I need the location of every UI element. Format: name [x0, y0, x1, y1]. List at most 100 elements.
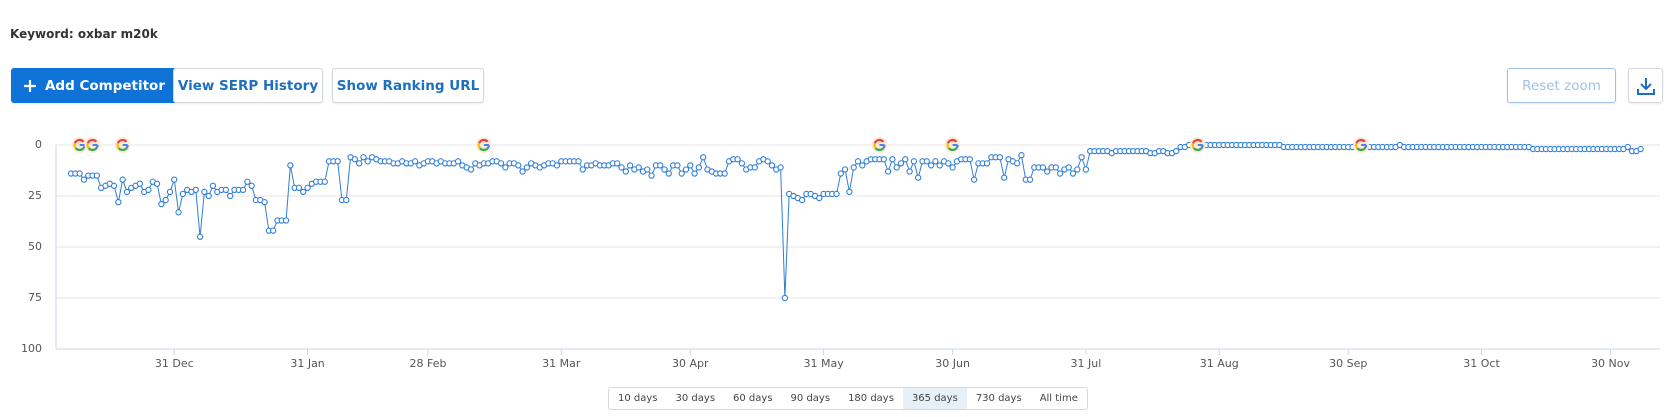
- x-tick-label: 30 Sep: [1329, 357, 1367, 370]
- rank-point: [798, 196, 806, 204]
- icon-part: [1191, 142, 1195, 149]
- x-tick-label: 31 Dec: [155, 357, 194, 370]
- rank-point: [846, 188, 853, 196]
- rank-point: [343, 196, 350, 204]
- rank-point: [889, 156, 896, 163]
- rank-point: [1026, 176, 1034, 183]
- rank-point: [906, 168, 913, 175]
- y-tick-label: 25: [28, 189, 42, 202]
- rank-point: [295, 184, 303, 191]
- rank-point: [1044, 168, 1051, 175]
- rank-point: [93, 172, 101, 179]
- x-tick-label: 30 Nov: [1591, 357, 1630, 370]
- rank-point: [635, 164, 642, 171]
- rank-point: [781, 294, 789, 302]
- rank-point: [261, 198, 268, 206]
- icon-part: [486, 144, 490, 149]
- rank-point: [80, 176, 88, 183]
- icon-part: [477, 142, 481, 149]
- icon-part: [86, 142, 90, 149]
- rank-point: [626, 162, 634, 169]
- download-button[interactable]: [1628, 68, 1663, 103]
- icon-part: [116, 138, 128, 144]
- google-update-icon: [84, 137, 101, 153]
- rank-point: [738, 160, 746, 167]
- rank-point: [523, 164, 531, 171]
- rank-point: [915, 174, 922, 181]
- rank-point: [158, 201, 165, 208]
- range-option[interactable]: 90 days: [790, 393, 831, 404]
- rank-point: [966, 156, 973, 163]
- rank-point: [123, 188, 131, 196]
- range-option[interactable]: 730 days: [975, 393, 1022, 404]
- keyword-label: Keyword: oxbar m20k: [10, 27, 158, 41]
- icon-part: [479, 147, 489, 152]
- icon-part: [87, 147, 98, 152]
- rank-point: [884, 168, 892, 175]
- rank-point: [334, 158, 341, 165]
- rank-point: [850, 164, 857, 171]
- range-option[interactable]: 365 days: [902, 388, 967, 409]
- google-update-icon: [871, 137, 888, 153]
- rank-point: [360, 154, 367, 161]
- rank-point: [304, 184, 311, 191]
- range-option[interactable]: 10 days: [618, 393, 658, 404]
- rank-point: [897, 160, 905, 167]
- rank-point: [300, 188, 307, 196]
- icon-part: [73, 142, 77, 149]
- rank-point: [1001, 174, 1008, 181]
- rank-point: [244, 178, 251, 185]
- rank-point: [1637, 145, 1644, 153]
- x-tick-label: 30 Apr: [672, 357, 709, 370]
- x-tick-label: 31 Jan: [290, 357, 324, 370]
- rank-point: [227, 192, 234, 200]
- rank-point: [833, 190, 840, 198]
- rank-point: [970, 176, 978, 183]
- range-option[interactable]: 30 days: [675, 393, 716, 404]
- rank-point: [270, 227, 277, 234]
- rank-point: [454, 158, 462, 165]
- rank-point: [841, 166, 849, 173]
- rank-point: [467, 166, 475, 173]
- y-tick-label: 75: [28, 291, 42, 304]
- rank-point: [854, 158, 862, 165]
- rank-point: [1039, 164, 1047, 171]
- rank-point: [175, 209, 182, 216]
- rank-point: [614, 160, 621, 167]
- rank-point: [665, 170, 672, 177]
- range-option[interactable]: 180 days: [848, 393, 894, 404]
- icon-part: [73, 138, 85, 144]
- google-update-icon: [114, 137, 131, 153]
- view-serp-history-button[interactable]: View SERP History: [173, 68, 323, 103]
- rank-point: [171, 176, 178, 183]
- add-competitor-button[interactable]: Add Competitor: [11, 68, 177, 103]
- x-tick-label: 31 Aug: [1200, 357, 1239, 370]
- show-ranking-url-button[interactable]: Show Ranking URL: [332, 68, 484, 103]
- google-update-icon: [944, 137, 961, 153]
- rank-point: [287, 162, 294, 169]
- rank-point: [1052, 164, 1059, 171]
- icon-part: [86, 138, 98, 144]
- range-option[interactable]: 60 days: [733, 393, 773, 404]
- rank-point: [644, 166, 651, 173]
- rank-point: [927, 162, 935, 169]
- rank-point: [209, 182, 217, 189]
- rank-point: [1056, 170, 1064, 177]
- range-option[interactable]: All time: [1039, 393, 1078, 404]
- rank-point: [364, 158, 371, 165]
- rank-point: [497, 160, 505, 167]
- rank-point: [76, 170, 83, 177]
- rank-point: [777, 164, 784, 171]
- icon-part: [873, 138, 885, 144]
- rank-point: [880, 156, 887, 163]
- icon-part: [873, 142, 877, 149]
- rank-point: [996, 154, 1004, 161]
- rank-point: [936, 162, 943, 169]
- rank-point: [1173, 147, 1180, 155]
- reset-zoom-button[interactable]: Reset zoom: [1507, 68, 1616, 103]
- rank-point: [816, 194, 823, 202]
- rank-point: [321, 178, 328, 185]
- rank-point: [411, 158, 419, 165]
